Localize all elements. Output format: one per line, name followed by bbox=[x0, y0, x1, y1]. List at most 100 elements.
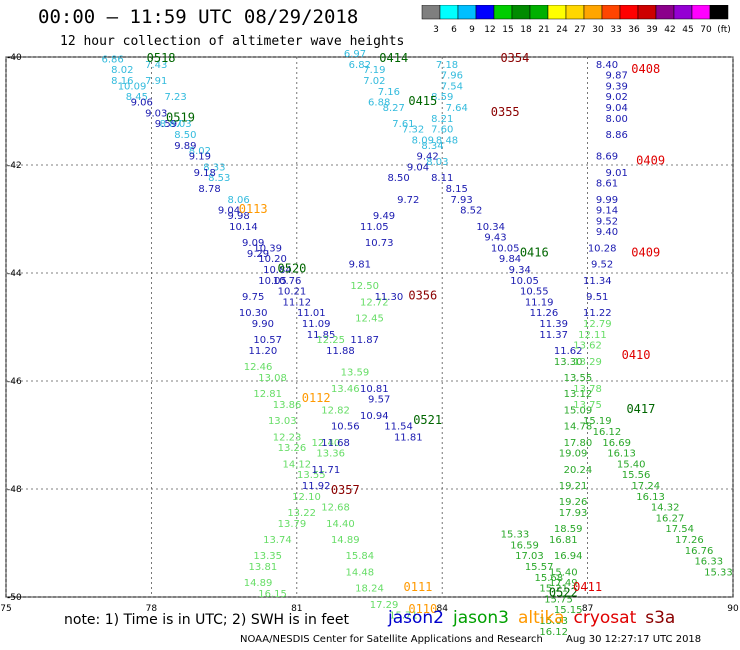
swh-value-label: 13.26 bbox=[278, 443, 307, 454]
swh-value-label: 11.71 bbox=[312, 465, 341, 476]
swh-value-label: 9.90 bbox=[252, 319, 274, 330]
swh-value-label: 15.75 bbox=[544, 594, 573, 605]
swh-value-label: 7.91 bbox=[145, 76, 167, 87]
swh-value-label: 9.49 bbox=[373, 211, 395, 222]
swh-value-label: 7.54 bbox=[441, 81, 463, 92]
swh-value-label: 10.20 bbox=[258, 254, 287, 265]
swh-value-label: 6.88 bbox=[368, 98, 390, 109]
swh-value-label: 16.76 bbox=[685, 546, 714, 557]
swh-value-label: 19.26 bbox=[559, 497, 588, 508]
swh-value-label: 7.32 bbox=[402, 125, 424, 136]
swh-value-label: 6.97 bbox=[344, 49, 366, 60]
swh-value-label: 12.10 bbox=[292, 492, 321, 503]
swh-value-label: 10.28 bbox=[588, 243, 617, 254]
swh-value-label: 13.46 bbox=[331, 384, 360, 395]
swh-value-label: 16.81 bbox=[549, 535, 578, 546]
swh-value-label: 14.40 bbox=[326, 519, 355, 530]
swh-value-label: 14.48 bbox=[345, 567, 374, 578]
swh-value-label: 7.18 bbox=[436, 60, 458, 71]
swh-value-label: 11.62 bbox=[554, 346, 583, 357]
swh-value-label: 13.55 bbox=[297, 470, 326, 481]
swh-value-label: 17.03 bbox=[515, 551, 544, 562]
swh-value-label: 8.50 bbox=[174, 130, 196, 141]
swh-value-label: 15.19 bbox=[583, 416, 612, 427]
swh-value-label: 9.57 bbox=[368, 395, 390, 406]
swh-value-label: 9.19 bbox=[189, 152, 211, 163]
colorbar-tick-label: 18 bbox=[520, 25, 532, 35]
swh-value-label: 15.40 bbox=[617, 459, 646, 470]
swh-value-label: 10.73 bbox=[365, 238, 394, 249]
colorbar-tick-label: 42 bbox=[664, 25, 675, 35]
swh-value-label: 9.04 bbox=[606, 103, 628, 114]
swh-value-label: 12.79 bbox=[583, 319, 612, 330]
colorbar-tick-label: 9 bbox=[469, 25, 475, 35]
colorbar-tick-label: 45 bbox=[682, 25, 693, 35]
colorbar-tick-label: 6 bbox=[451, 25, 457, 35]
swh-value-label: 15.33 bbox=[501, 530, 530, 541]
x-tick-label: 87 bbox=[582, 604, 593, 614]
swh-value-label: 8.03 bbox=[169, 119, 191, 130]
swh-value-label: 9.51 bbox=[586, 292, 608, 303]
swh-value-label: 11.87 bbox=[350, 335, 379, 346]
swh-value-label: 8.50 bbox=[387, 173, 409, 184]
swh-value-label: 11.05 bbox=[360, 222, 389, 233]
pass-time-label: 0417 bbox=[626, 402, 655, 416]
swh-value-label: 15.84 bbox=[345, 551, 374, 562]
x-tick-label: 75 bbox=[0, 604, 11, 614]
swh-value-label: 8.15 bbox=[446, 184, 468, 195]
swh-value-label: 10.81 bbox=[360, 384, 389, 395]
swh-value-label: 11.01 bbox=[297, 308, 326, 319]
legend-item-cryosat: cryosat bbox=[573, 608, 637, 628]
swh-value-label: 16.12 bbox=[539, 627, 568, 638]
pass-time-label: 0518 bbox=[147, 51, 176, 65]
swh-value-label: 8.00 bbox=[606, 114, 628, 125]
colorbar-tick-label: 15 bbox=[502, 25, 513, 35]
swh-value-label: 9.34 bbox=[509, 265, 531, 276]
swh-value-label: 11.37 bbox=[539, 330, 568, 341]
colorbar-tick-label: 33 bbox=[610, 25, 621, 35]
pass-time-label: 0521 bbox=[413, 413, 442, 427]
colorbar-tick-label: 30 bbox=[592, 25, 604, 35]
swh-value-label: 9.81 bbox=[349, 260, 371, 271]
swh-value-label: 15.21 bbox=[539, 584, 568, 595]
swh-value-label: 11.88 bbox=[326, 346, 355, 357]
swh-value-label: 8.34 bbox=[421, 141, 443, 152]
swh-value-label: 10.05 bbox=[258, 276, 287, 287]
pass-time-label: 0356 bbox=[408, 289, 437, 303]
pass-time-label: 0520 bbox=[278, 262, 307, 276]
swh-value-label: 9.04 bbox=[407, 162, 429, 173]
swh-value-label: 13.36 bbox=[316, 449, 345, 460]
swh-value-label: 17.80 bbox=[564, 438, 593, 449]
swh-value-label: 15.03 bbox=[539, 616, 568, 627]
swh-value-label: 8.69 bbox=[596, 152, 618, 163]
swh-value-label: 11.30 bbox=[375, 292, 404, 303]
swh-value-label: 16.27 bbox=[656, 513, 685, 524]
swh-value-label: 10.09 bbox=[118, 81, 147, 92]
footnote: note: 1) Time is in UTC; 2) SWH is in fe… bbox=[64, 612, 350, 628]
swh-value-label: 9.18 bbox=[194, 168, 216, 179]
swh-value-label: 11.39 bbox=[539, 319, 568, 330]
swh-value-label: 8.02 bbox=[189, 146, 211, 157]
swh-value-label: 16.33 bbox=[694, 557, 723, 568]
swh-value-label: 11.54 bbox=[384, 422, 413, 433]
swh-value-label: 12.81 bbox=[253, 389, 282, 400]
swh-value-label: 7.43 bbox=[145, 60, 167, 71]
swh-value-label: 15.57 bbox=[525, 562, 554, 573]
swh-value-label: 11.34 bbox=[583, 276, 612, 287]
y-tick-label: -44 bbox=[7, 269, 22, 279]
swh-value-label: 9.72 bbox=[397, 195, 419, 206]
swh-value-label: 17.26 bbox=[675, 535, 704, 546]
swh-value-label: 10.94 bbox=[360, 411, 389, 422]
legend-item-s3a: s3a bbox=[645, 608, 676, 628]
swh-value-label: 8.33 bbox=[203, 162, 225, 173]
swh-value-label: 15.68 bbox=[535, 573, 564, 584]
swh-value-label: 16.12 bbox=[593, 427, 622, 438]
swh-value-label: 9.59 bbox=[155, 119, 177, 130]
swh-value-label: 8.11 bbox=[431, 173, 453, 184]
swh-value-label: 17.54 bbox=[665, 524, 694, 535]
satellite-legend: jason2 jason3 altika cryosat s3a bbox=[388, 608, 684, 628]
swh-value-label: 11.92 bbox=[302, 481, 331, 492]
swh-value-label: 9.40 bbox=[596, 227, 618, 238]
swh-value-label: 17.49 bbox=[549, 578, 578, 589]
